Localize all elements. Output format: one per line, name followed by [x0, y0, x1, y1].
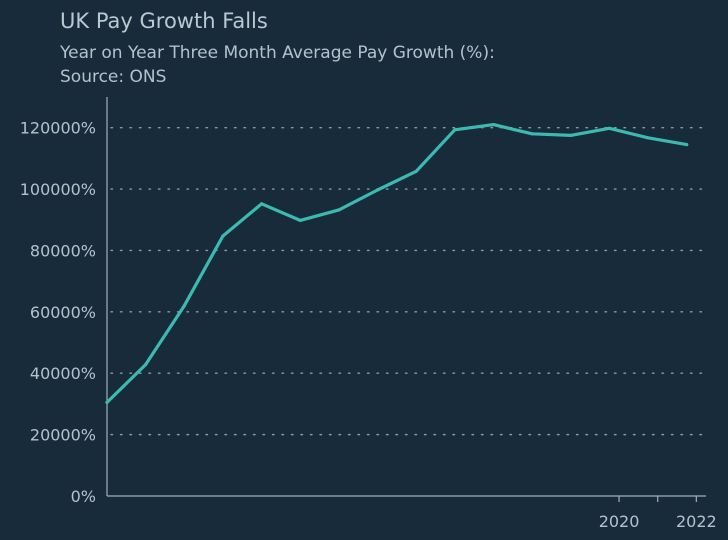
data-point [646, 136, 650, 140]
data-point [375, 188, 380, 192]
y-tick-label: 100000% [20, 180, 96, 199]
y-tick-label: 60000% [30, 303, 96, 322]
data-point [144, 363, 148, 367]
x-tick-label: 2022 [676, 512, 717, 531]
data-point [491, 123, 496, 127]
y-tick-label: 40000% [30, 364, 96, 383]
data-point [530, 132, 534, 136]
series-line [105, 123, 689, 404]
data-point [182, 304, 186, 308]
data-point [685, 143, 689, 147]
data-point [260, 202, 264, 206]
data-point [221, 234, 225, 238]
chart-source: Source: ONS [60, 67, 167, 87]
data-point [105, 400, 109, 404]
chart-title: UK Pay Growth Falls [60, 9, 268, 33]
data-point [337, 208, 341, 212]
chart-subtitle-line: Year on Year Three Month Average Pay Gro… [60, 43, 495, 63]
y-tick-label: 120000% [20, 119, 96, 138]
chart-subtitle: Year on Year Three Month Average Pay Gro… [60, 41, 495, 89]
data-point [414, 169, 418, 173]
data-point [569, 133, 573, 137]
data-point [453, 128, 457, 132]
x-tick-label: 2020 [599, 512, 640, 531]
data-point [607, 126, 612, 130]
y-tick-label: 80000% [30, 241, 96, 260]
y-tick-label: 20000% [30, 426, 96, 445]
y-tick-label: 0% [71, 487, 96, 506]
data-point [298, 218, 302, 222]
